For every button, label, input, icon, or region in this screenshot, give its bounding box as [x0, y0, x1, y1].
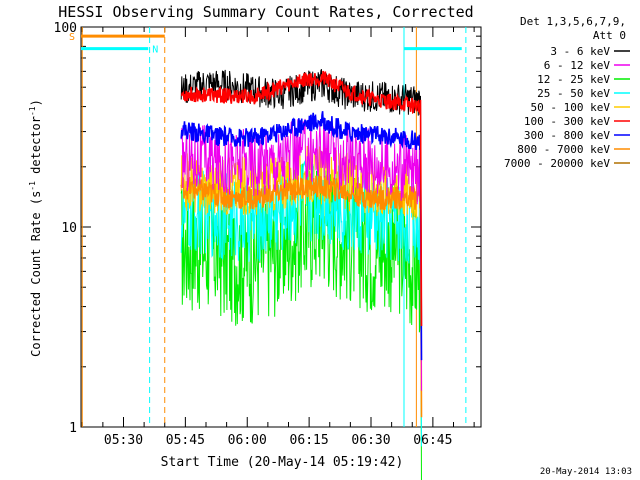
y-axis-label-main: Corrected Count Rate (s [29, 191, 43, 357]
y-axis-label-sup1: -1 [28, 181, 37, 191]
y-axis-label-sup2: -1 [28, 106, 37, 116]
x-tick-label: 06:00 [228, 433, 267, 448]
legend-label-8: 7000 - 20000 keV [504, 157, 610, 170]
y-axis-label: Corrected Count Rate (s-1 detector-1) [28, 99, 43, 357]
legend-label-4: 50 - 100 keV [531, 101, 611, 114]
legend-header-line-1: Det 1,3,5,6,7,9, [520, 15, 626, 28]
x-tick-label: 05:45 [166, 433, 205, 448]
chart-title: HESSI Observing Summary Count Rates, Cor… [58, 3, 473, 21]
legend-header-line-2: Att 0 [593, 29, 626, 42]
x-tick-label: 06:30 [351, 433, 390, 448]
y-tick-label: 1 [69, 421, 77, 436]
series-line-5 [181, 70, 423, 327]
x-tick-label: 06:15 [290, 433, 329, 448]
series-line-1 [180, 118, 422, 391]
x-tick-label: 05:30 [104, 433, 143, 448]
legend-label-6: 300 - 800 keV [524, 129, 610, 142]
plot-area: 1 10 100 05:30 05:45 06:00 06:15 06:30 06:45 S N [54, 21, 482, 480]
y-tick-label: 100 [54, 21, 77, 36]
legend-label-3: 25 - 50 keV [537, 87, 610, 100]
series-line-6 [180, 111, 423, 361]
legend-label-5: 100 - 300 keV [524, 115, 610, 128]
legend-label-7: 800 - 7000 keV [517, 143, 610, 156]
y-tick-label: 10 [61, 221, 77, 236]
timestamp: 20-May-2014 13:03 [540, 467, 632, 477]
series-line-7 [180, 172, 423, 418]
x-tick-label: 06:45 [413, 433, 452, 448]
flag-label-1: N [152, 45, 158, 56]
flag-label-0: S [69, 32, 75, 43]
y-axis-label-mid: detector [29, 116, 43, 181]
x-axis-label: Start Time (20-May-14 05:19:42) [161, 455, 404, 470]
y-axis-label-end: ) [29, 99, 43, 106]
legend-label-1: 6 - 12 keV [544, 59, 611, 72]
legend-label-0: 3 - 6 keV [550, 45, 610, 58]
legend-label-2: 12 - 25 keV [537, 73, 610, 86]
